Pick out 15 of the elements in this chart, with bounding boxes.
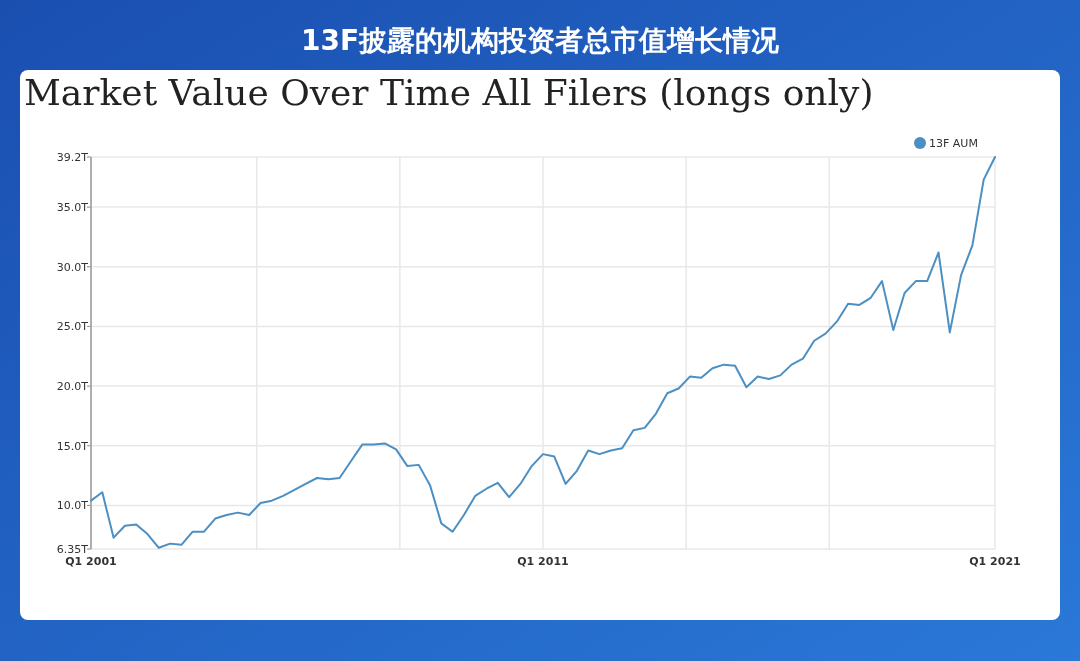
- y-tick-label: 10.0T: [56, 499, 89, 513]
- y-tick-label: 39.2T: [56, 151, 89, 164]
- y-tick-label: 20.0T: [56, 380, 89, 394]
- line-series: [90, 156, 996, 549]
- y-tick-label: 35.0T: [56, 201, 89, 215]
- y-tick-label: 30.0T: [56, 260, 89, 274]
- y-tick-label: 6.35T: [56, 543, 89, 556]
- chart-title: 13F披露的机构投资者总市值增长情况: [300, 24, 781, 57]
- y-tick-label: 15.0T: [56, 439, 89, 453]
- x-tick-label: Q1 2001: [65, 555, 117, 568]
- x-tick-label: Q1 2011: [517, 555, 569, 568]
- chart-subtitle: Market Value Over Time All Filers (longs only): [24, 72, 874, 113]
- legend-label: 13F AUM: [929, 137, 978, 150]
- y-tick-label: 25.0T: [56, 320, 89, 334]
- x-tick-label: Q1 2021: [969, 555, 1021, 568]
